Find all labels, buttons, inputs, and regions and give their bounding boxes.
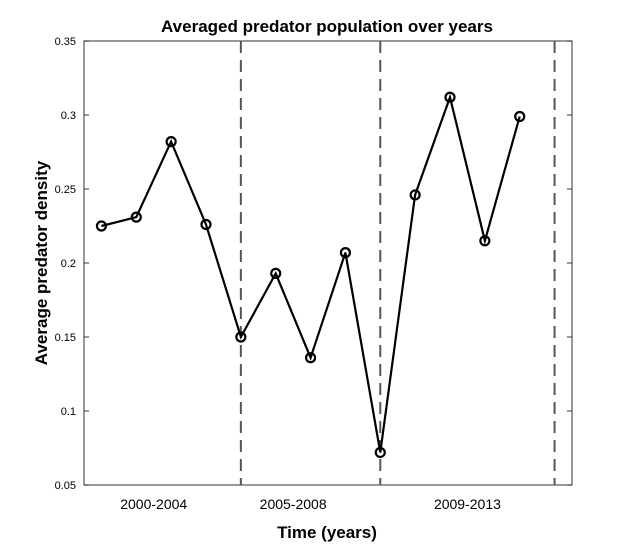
data-point [270, 267, 282, 279]
data-point [95, 220, 108, 232]
data-point [444, 91, 456, 103]
data-point [165, 136, 177, 148]
y-tick-label: 0.1 [61, 406, 76, 418]
y-tick-label: 0.25 [55, 184, 76, 196]
chart-title: Averaged predator population over years [161, 17, 493, 36]
x-category-label: 2005-2008 [260, 496, 327, 512]
data-point [235, 331, 247, 343]
data-point [409, 189, 421, 201]
x-axis-label: Time (years) [277, 523, 377, 542]
data-point [200, 218, 212, 231]
y-tick-label: 0.35 [55, 36, 76, 48]
series-line [101, 93, 521, 453]
y-tick-label: 0.3 [61, 110, 76, 122]
y-tick-label: 0.05 [55, 480, 76, 492]
data-point [514, 110, 526, 123]
y-axis-label: Average predator density [32, 160, 51, 365]
x-category-label: 2009-2013 [434, 496, 501, 512]
x-category-label: 2000-2004 [120, 496, 187, 512]
y-tick-label: 0.15 [55, 332, 76, 344]
y-tick-label: 0.2 [61, 258, 76, 270]
data-point [374, 446, 386, 459]
plot-area [83, 40, 573, 486]
data-point [304, 352, 317, 364]
data-point [339, 247, 352, 259]
data-point [479, 235, 491, 247]
data-point [130, 211, 142, 223]
